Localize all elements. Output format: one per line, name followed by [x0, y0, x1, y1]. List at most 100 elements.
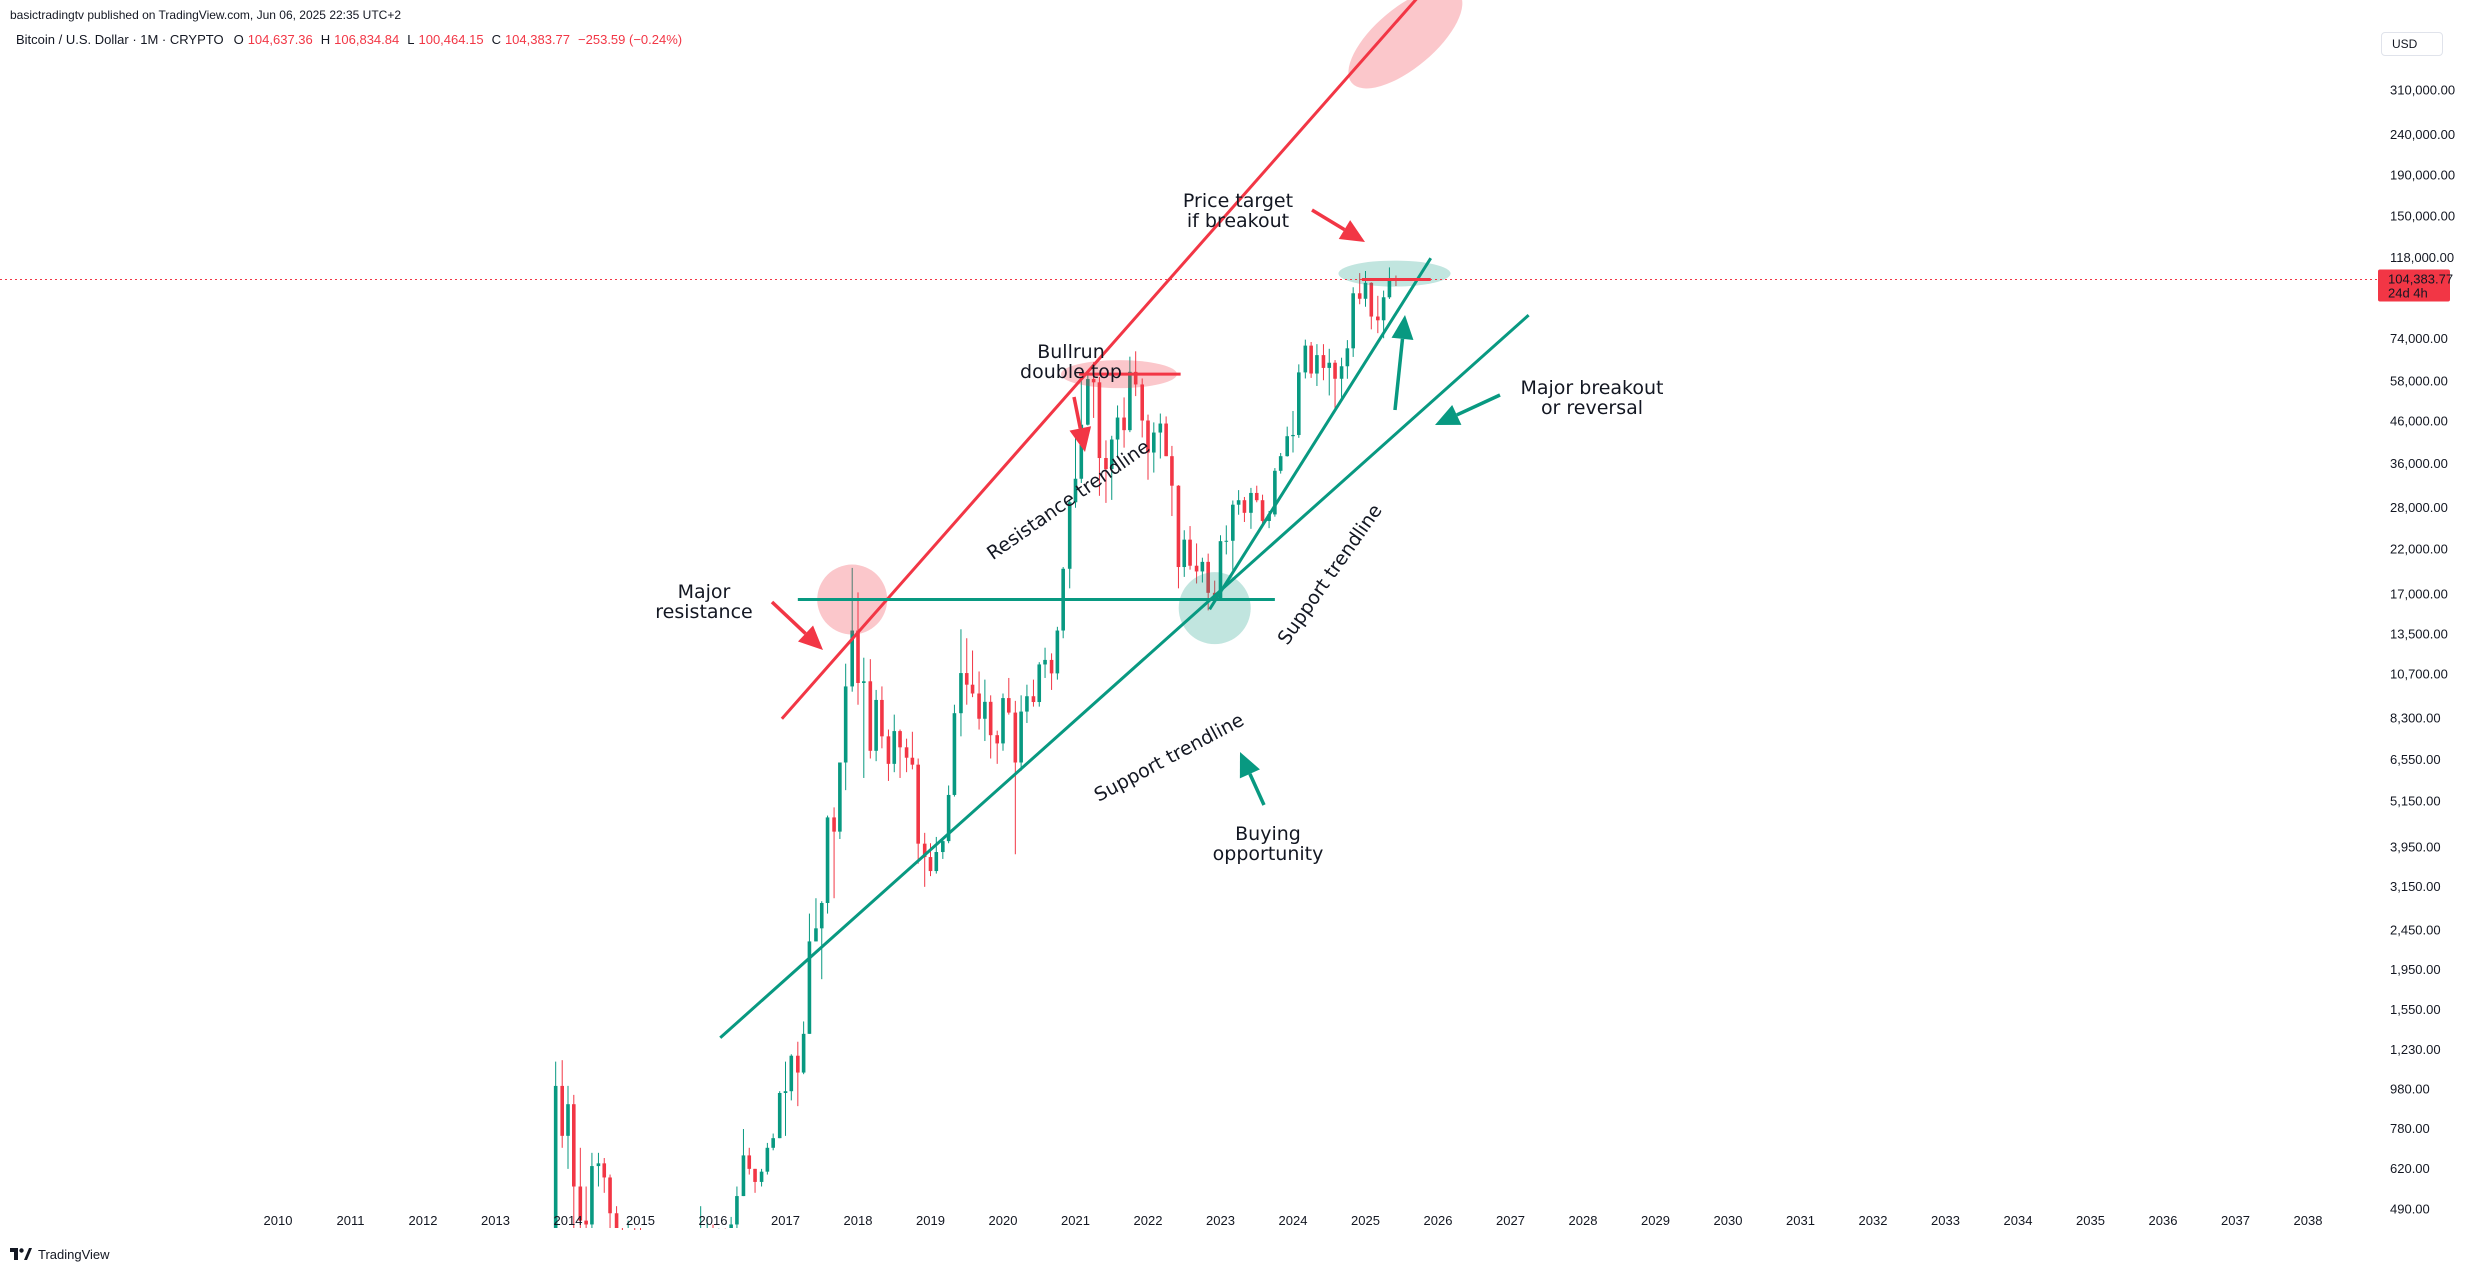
time-tick-label: 2023: [1206, 1213, 1235, 1228]
footer-brand[interactable]: TradingView: [10, 1244, 110, 1264]
tradingview-logo-icon: [10, 1248, 32, 1260]
price-tick-label: 28,000.00: [2390, 500, 2448, 515]
candle: [1104, 440, 1108, 503]
candle-body: [1231, 504, 1235, 541]
candle-body: [560, 1085, 564, 1136]
label-buying-opportunity-2: opportunity: [1213, 843, 1324, 865]
candle-body: [1278, 456, 1283, 471]
candle: [1043, 647, 1047, 678]
open-label: O: [233, 32, 244, 47]
candle: [1194, 543, 1199, 584]
candle-body: [1273, 470, 1277, 515]
time-tick-label: 2029: [1641, 1213, 1670, 1228]
price-tick-label: 1,230.00: [2390, 1042, 2441, 1057]
candle: [801, 1021, 806, 1075]
candle: [1146, 414, 1150, 480]
candle: [886, 729, 891, 781]
candle-body: [1254, 492, 1259, 501]
price-tick-label: 620.00: [2390, 1161, 2430, 1176]
candle: [1260, 494, 1265, 526]
candle: [1086, 370, 1090, 426]
candle-body: [1333, 362, 1337, 379]
support-highlight: [1178, 572, 1251, 645]
candle: [1055, 626, 1060, 680]
candle: [1170, 445, 1174, 517]
arrow-head: [1069, 426, 1092, 452]
candle: [970, 650, 975, 698]
candle-body: [584, 1220, 588, 1225]
candle: [814, 898, 818, 942]
candle: [1309, 341, 1313, 378]
brand-text: TradingView: [38, 1246, 110, 1262]
price-tick-label: 3,950.00: [2390, 840, 2441, 855]
label-buying-opportunity-1: Buying: [1235, 823, 1301, 845]
candle: [789, 1054, 794, 1101]
candle-body: [729, 1224, 733, 1228]
candle-body: [964, 673, 969, 685]
candle-body: [1327, 362, 1332, 368]
candle: [1073, 437, 1078, 508]
candle: [1387, 267, 1392, 299]
candles: [553, 267, 1398, 1269]
price-tick-label: 2,450.00: [2390, 922, 2441, 937]
candle-body: [1200, 561, 1205, 572]
candle-body: [886, 736, 891, 764]
label-support-trendline-long: Support trendline: [1091, 709, 1248, 806]
candle: [959, 629, 963, 737]
price-tick-label: 22,000.00: [2390, 542, 2448, 557]
candle-body: [771, 1138, 775, 1148]
candle-body: [1285, 436, 1289, 457]
price-tick-label: 13,500.00: [2390, 626, 2448, 641]
candle: [1182, 530, 1187, 577]
time-tick-label: 2022: [1134, 1213, 1163, 1228]
price-axis: 310,000.00 240,000.00 190,000.00 150,000.00…: [2378, 0, 2475, 1269]
candle: [1363, 271, 1368, 307]
candle: [856, 592, 860, 705]
label-price-target-2: if breakout: [1187, 210, 1289, 232]
candle-body: [1381, 297, 1386, 321]
candle-body: [1122, 417, 1126, 431]
candle: [868, 659, 873, 759]
arrow-double-top: [1069, 396, 1092, 452]
candle-body: [1206, 561, 1210, 593]
price-tick-label: 240,000.00: [2390, 127, 2455, 142]
candle-body: [1363, 282, 1368, 299]
candle-body: [1351, 293, 1355, 349]
candle: [602, 1158, 607, 1193]
arrow-head: [1391, 315, 1414, 341]
label-bullrun-1: Bullrun: [1037, 341, 1105, 363]
price-tick-label: 150,000.00: [2390, 209, 2455, 224]
candle-body: [553, 1085, 558, 1228]
candle-body: [1224, 540, 1229, 542]
candle: [735, 1186, 739, 1228]
time-tick-label: 2032: [1859, 1213, 1888, 1228]
candle-body: [995, 735, 999, 744]
currency-button[interactable]: USD: [2381, 32, 2443, 56]
published-text: basictradingtv published on TradingView.…: [10, 8, 402, 22]
low-value: 100,464.15: [418, 32, 484, 47]
candle-body: [1242, 500, 1247, 513]
arrow-shaft: [770, 600, 807, 635]
candle: [1351, 287, 1355, 357]
time-tick-label: 2021: [1061, 1213, 1090, 1228]
change-value: −253.59 (−0.24%): [578, 32, 683, 47]
time-tick-label: 2016: [699, 1213, 728, 1228]
candle-body: [1086, 379, 1090, 425]
candle: [1315, 344, 1319, 386]
candle-body: [892, 731, 897, 764]
candle-body: [850, 630, 854, 687]
candle-body: [1001, 698, 1005, 744]
label-major-resistance-1: Major: [678, 581, 731, 603]
candle: [977, 671, 981, 730]
candle: [1188, 526, 1192, 570]
candle: [741, 1129, 746, 1197]
candle: [1140, 378, 1144, 438]
candle-body: [898, 731, 902, 748]
candle-body: [946, 794, 951, 842]
candle: [874, 689, 878, 762]
symbol-name[interactable]: Bitcoin / U.S. Dollar · 1M · CRYPTO: [16, 32, 224, 47]
arrow-head: [1239, 752, 1260, 779]
last-price-tag: [2378, 269, 2450, 302]
publisher-line: basictradingtv published on TradingView.…: [10, 4, 401, 26]
